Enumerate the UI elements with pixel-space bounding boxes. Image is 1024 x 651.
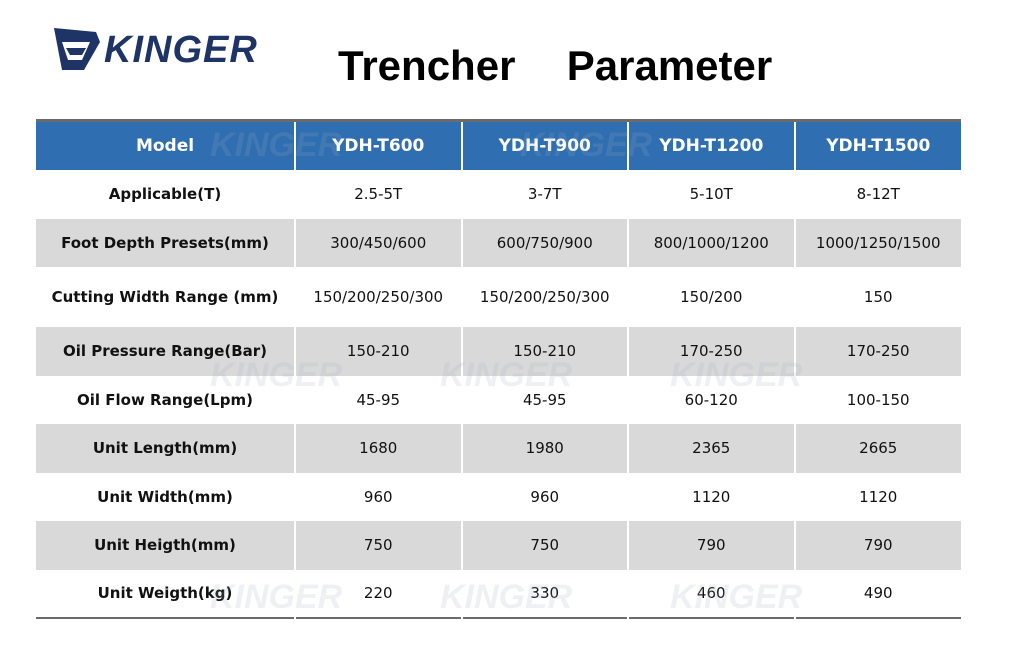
header-model-ydh-t1200: YDH-T1200 (627, 120, 795, 170)
table-cell: 45-95 (294, 375, 462, 424)
table-cell: 3-7T (460, 170, 628, 219)
table-cell: 8-12T (793, 170, 961, 219)
table-cell: 960 (460, 472, 628, 521)
row-label: Unit Width(mm) (97, 487, 233, 506)
table-cell: 60-120 (627, 375, 795, 424)
table-cell: 1980 (460, 424, 628, 473)
table-cell: 150-210 (460, 327, 628, 376)
row-label: Oil Flow Range(Lpm) (77, 390, 253, 409)
table-cell: 790 (793, 521, 961, 570)
logo-text: KINGER (104, 28, 258, 71)
header-model-ydh-t900: YDH-T900 (460, 120, 628, 170)
table-cell: 100-150 (793, 375, 961, 424)
table-cell: 2665 (793, 424, 961, 473)
table-cell: 1000/1250/1500 (793, 218, 961, 267)
header-model: Model (36, 120, 295, 170)
table-row: Oil Pressure Range(Bar) 150-210 150-210 170… (36, 327, 961, 376)
table-cell: 600/750/900 (460, 218, 628, 267)
table-cell: 150-210 (294, 327, 462, 376)
row-label: Oil Pressure Range(Bar) (36, 327, 295, 376)
table-cell: 330 (460, 569, 628, 618)
row-label: Foot Depth Presets(mm) (36, 218, 295, 267)
table-cell: 1120 (793, 472, 961, 521)
table-row: Oil Flow Range(Lpm) 45-95 45-95 60-120 100-1… (36, 375, 961, 424)
table-cell: 2365 (627, 424, 795, 473)
table-cell: 45-95 (460, 375, 628, 424)
table-row: Applicable(T) 2.5-5T 3-7T 5-10T 8-12T (36, 170, 961, 219)
table-cell: 150/200 (627, 267, 795, 327)
table-cell: 150/200/250/300 (460, 267, 628, 327)
row-label: Unit Weigth(kg) (97, 584, 233, 603)
row-label: Unit Heigth(mm) (36, 521, 295, 570)
table-cell: 1680 (294, 424, 462, 473)
table-cell: 300/450/600 (294, 218, 462, 267)
table-cell: 750 (460, 521, 628, 570)
row-label: Cutting Width Range (mm) (51, 288, 279, 306)
header-model-ydh-t1500: YDH-T1500 (793, 120, 961, 170)
table-cell: 220 (294, 569, 462, 618)
row-label: Unit Length(mm) (36, 424, 295, 473)
table-row: Cutting Width Range (mm) 150/200/250/300 1… (36, 267, 961, 327)
table-cell: 960 (294, 472, 462, 521)
table-cell: 170-250 (793, 327, 961, 376)
table-row: Unit Heigth(mm) 750 750 790 790 (36, 521, 961, 570)
table-cell: 460 (627, 569, 795, 618)
table-cell: 490 (793, 569, 961, 618)
header-row: Model YDH-T600 YDH-T900 YDH-T1200 YDH-T1500 (36, 120, 961, 170)
table-row: Unit Width(mm) 960 960 1120 1120 (36, 472, 961, 521)
table-row: Unit Weigth(kg) 220 330 460 490 (36, 569, 961, 618)
table-cell: 1120 (627, 472, 795, 521)
table-cell: 2.5-5T (294, 170, 462, 219)
kinger-logo: KINGER (52, 26, 258, 74)
page-title: Trencher Parameter (338, 42, 773, 89)
kinger-shield-icon (54, 28, 100, 70)
parameter-table: Model YDH-T600 YDH-T900 YDH-T1200 YDH-T1500 … (36, 119, 961, 619)
table-cell: 170-250 (627, 327, 795, 376)
table-cell: 150 (793, 267, 961, 327)
table-cell: 750 (294, 521, 462, 570)
table-cell: 800/1000/1200 (627, 218, 795, 267)
row-label: Applicable(T) (108, 185, 222, 204)
table-row: Unit Length(mm) 1680 1980 2365 2665 (36, 424, 961, 473)
table-cell: 5-10T (627, 170, 795, 219)
table-cell: 790 (627, 521, 795, 570)
table-cell: 150/200/250/300 (294, 267, 462, 327)
header-model-ydh-t600: YDH-T600 (294, 120, 462, 170)
table-row: Foot Depth Presets(mm) 300/450/600 600/750… (36, 218, 961, 267)
